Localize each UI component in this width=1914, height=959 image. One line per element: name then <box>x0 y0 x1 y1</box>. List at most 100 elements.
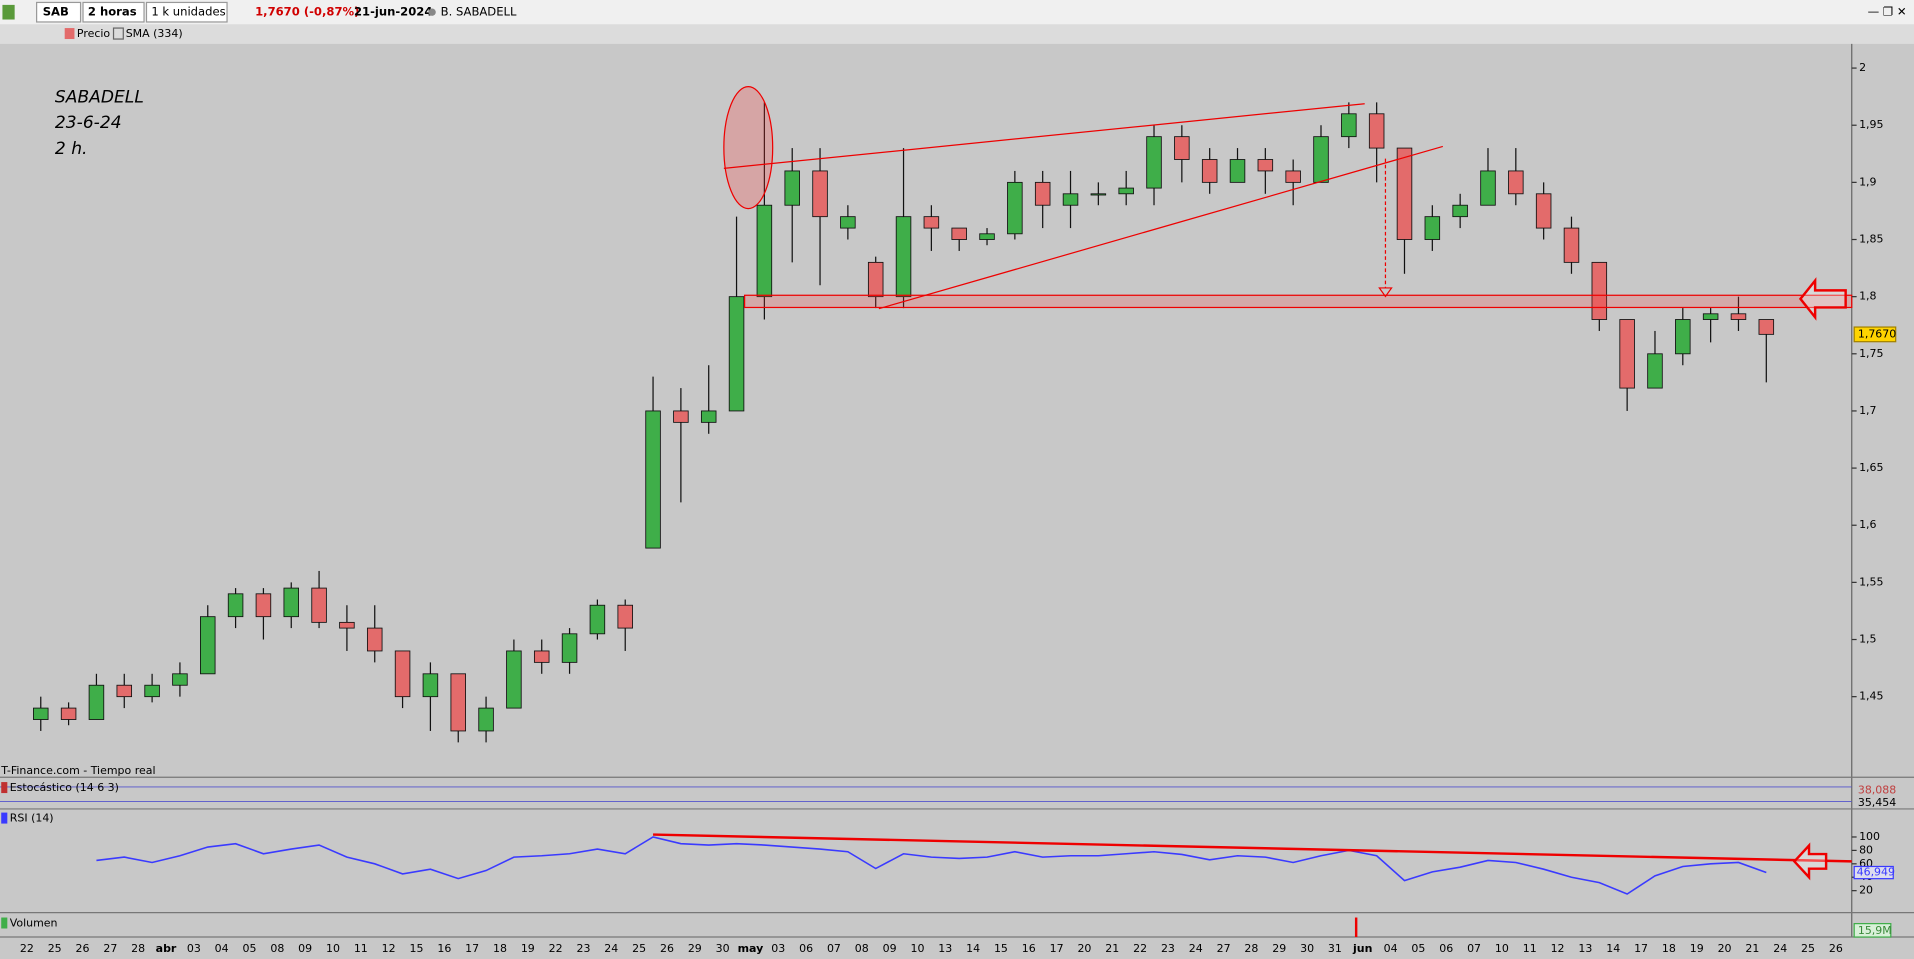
big-arrow <box>1798 277 1847 321</box>
candle-body <box>1174 136 1190 160</box>
candle-body <box>172 673 188 686</box>
x-tick-label: 17 <box>1634 942 1648 955</box>
candle-body <box>867 261 884 298</box>
candle-body <box>116 684 133 698</box>
candle-body <box>1424 216 1441 240</box>
candle-body <box>645 410 661 549</box>
candle-body <box>1758 319 1775 335</box>
rsi-name: RSI (14) <box>10 812 54 825</box>
x-tick-label: 09 <box>883 942 897 955</box>
units: 1 k unidades <box>151 5 225 19</box>
legend-swatch <box>1 812 8 824</box>
candle-body <box>33 707 49 720</box>
x-tick-label: 16 <box>437 942 451 955</box>
y-tick-label: 1,8 <box>1859 290 1876 303</box>
x-tick-label: 21 <box>1105 942 1119 955</box>
candle-body <box>1647 353 1663 389</box>
x-tick-label: 14 <box>966 942 980 955</box>
candle-body <box>1702 313 1719 320</box>
y-tick-label: 80 <box>1859 843 1873 856</box>
last-price: 1,7670 <box>1858 327 1896 340</box>
x-tick-label: 23 <box>576 942 590 955</box>
candle-body <box>1007 181 1023 235</box>
y-tick-label: 1,7 <box>1859 404 1876 417</box>
candle-body <box>561 633 578 663</box>
annotation: 2 h. <box>55 139 88 159</box>
candle-body <box>1201 159 1218 183</box>
x-tick-label: 13 <box>1578 942 1592 955</box>
x-tick-label: 19 <box>521 942 535 955</box>
x-tick-label: 22 <box>1133 942 1147 955</box>
x-tick-label: 03 <box>771 942 785 955</box>
x-tick-label: 27 <box>103 942 117 955</box>
x-tick-label: 16 <box>1022 942 1036 955</box>
candle-body <box>589 604 606 635</box>
x-tick-label: 18 <box>493 942 507 955</box>
candle-body <box>339 621 355 629</box>
x-tick-label: 25 <box>1801 942 1815 955</box>
candle-body <box>422 673 439 698</box>
annotation: SABADELL <box>55 88 144 108</box>
candle-body <box>895 216 912 298</box>
x-tick-label: 06 <box>1439 942 1453 955</box>
candle-body <box>533 650 550 663</box>
y-tick-label: 2 <box>1859 61 1866 74</box>
x-tick-label: 10 <box>1495 942 1509 955</box>
x-tick-label: 07 <box>827 942 841 955</box>
candle-body <box>506 650 522 709</box>
trendline <box>723 103 1365 169</box>
x-tick-label: 20 <box>1718 942 1732 955</box>
window-buttons[interactable]: — ❐ ✕ <box>1868 5 1907 19</box>
candle-body <box>673 410 689 423</box>
candle-body <box>255 593 272 618</box>
last-price-tag <box>1853 326 1897 343</box>
symbol-box[interactable] <box>36 1 82 23</box>
quote: 1,7670 (-0,87%) <box>255 5 359 19</box>
candle-body <box>1368 113 1385 149</box>
candle-body <box>617 604 633 629</box>
legend-swatch <box>64 28 75 40</box>
candle-body <box>1062 193 1079 206</box>
units-box[interactable] <box>145 1 228 23</box>
x-tick-label: 13 <box>938 942 952 955</box>
interval-box[interactable] <box>82 1 145 23</box>
stoch-name: Estocástico (14 6 3) <box>10 781 119 794</box>
candle-body <box>1285 170 1301 183</box>
x-tick-label: 24 <box>604 942 618 955</box>
toolbar <box>0 0 1914 25</box>
support-zone <box>743 294 1853 309</box>
x-tick-label: 22 <box>20 942 34 955</box>
candle-body <box>394 650 411 698</box>
candle-body <box>1090 193 1107 196</box>
candle-body <box>1730 313 1747 320</box>
x-tick-label: 28 <box>131 942 145 955</box>
rsi-line <box>96 836 1767 895</box>
x-tick-label: 06 <box>799 942 813 955</box>
x-tick-label: 27 <box>1217 942 1231 955</box>
trendline <box>878 145 1443 310</box>
candle-body <box>951 227 967 240</box>
x-tick-label: 26 <box>660 942 674 955</box>
y-tick-label: 1,85 <box>1859 233 1883 246</box>
x-tick-label: 18 <box>1662 942 1676 955</box>
candle-body <box>923 216 940 229</box>
candle-body <box>283 587 300 618</box>
x-tick-label: 11 <box>1523 942 1537 955</box>
arrow-head <box>1378 287 1393 298</box>
x-tick-label: 30 <box>1300 942 1314 955</box>
candle-body <box>1675 319 1691 355</box>
x-tick-label: 26 <box>1829 942 1843 955</box>
candle-body <box>784 170 800 206</box>
x-tick-label: 24 <box>1773 942 1787 955</box>
drawings <box>653 86 1853 938</box>
candle-body <box>1396 147 1413 240</box>
x-tick-label: 15 <box>410 942 424 955</box>
stoch-value: 35,454 <box>1858 796 1896 809</box>
annotation: 23-6-24 <box>55 113 122 133</box>
legend-price: Precio <box>77 27 111 40</box>
candle-body <box>1146 136 1162 189</box>
source: T-Finance.com - Tiempo real <box>0 764 155 777</box>
ellipse <box>723 86 774 210</box>
